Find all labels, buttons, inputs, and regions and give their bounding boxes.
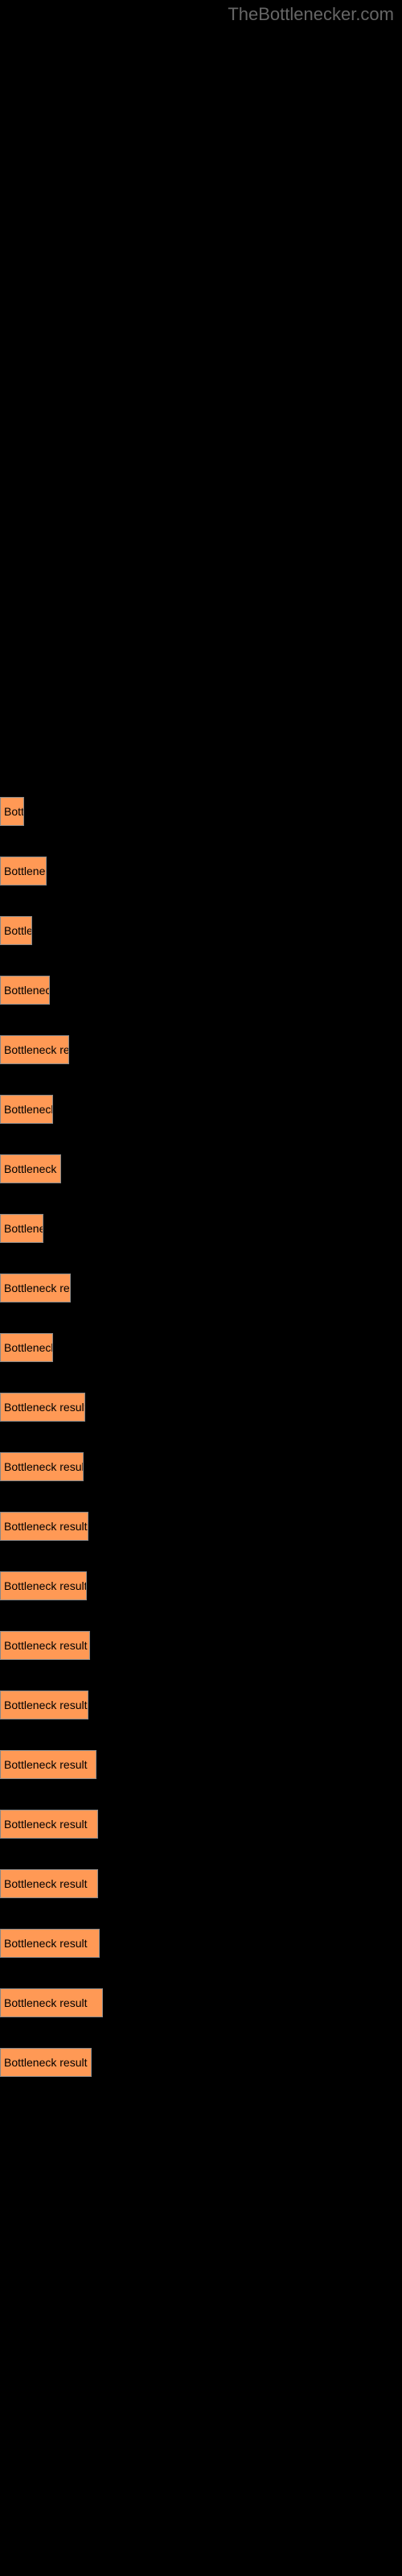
bar-row: Bottleneck result (0, 1690, 402, 1719)
bar-row: Bottleneck result (0, 1512, 402, 1541)
bar-row: Bottleneck result (0, 1869, 402, 1898)
bar: Bott (0, 797, 24, 826)
bar-row: Bottleneck result (0, 1929, 402, 1958)
bar: Bottleneck result (0, 1690, 88, 1719)
bar-row: Bottleneck result (0, 1452, 402, 1481)
bar: Bottleneck result (0, 1631, 90, 1660)
bar: Bottlenec (0, 857, 47, 886)
bar: Bottleneck result (0, 1393, 85, 1422)
bar-row: Bottleneck (0, 1333, 402, 1362)
bar-row: Bottleneck (0, 976, 402, 1005)
bars-container: Bott Bottlenec Bottle Bottleneck Bottleneck … (0, 797, 402, 2077)
bar: Bottleneck result (0, 1929, 100, 1958)
watermark: TheBottlenecker.com (228, 4, 394, 25)
bar-row: Bottleneck res (0, 1035, 402, 1064)
bar: Bottleneck result (0, 1512, 88, 1541)
bar: Bottleneck res (0, 1035, 69, 1064)
bar-row: Bottlenec (0, 857, 402, 886)
bar-row: Bottleneck result (0, 1750, 402, 1779)
bar-row: Bottlene (0, 1214, 402, 1243)
bar-row: Bottleneck result (0, 1571, 402, 1600)
bar-row: Bottleneck result (0, 1810, 402, 1839)
bar: Bottle (0, 916, 32, 945)
bar: Bottleneck res (0, 1274, 71, 1302)
bar: Bottleneck (0, 1333, 53, 1362)
bar: Bottlene (0, 1214, 43, 1243)
bar: Bottleneck (0, 976, 50, 1005)
bar-row: Bottle (0, 916, 402, 945)
bar-row: Bottleneck result (0, 2048, 402, 2077)
bar: Bottleneck r (0, 1154, 61, 1183)
bar: Bottleneck result (0, 1869, 98, 1898)
bar: Bottleneck result (0, 1571, 87, 1600)
bar: Bottleneck result (0, 1988, 103, 2017)
bar: Bottleneck result (0, 2048, 92, 2077)
bar: Bottleneck result (0, 1452, 84, 1481)
bar-row: Bott (0, 797, 402, 826)
bar-row: Bottleneck result (0, 1988, 402, 2017)
bar: Bottleneck (0, 1095, 53, 1124)
bar-row: Bottleneck result (0, 1393, 402, 1422)
bar-row: Bottleneck result (0, 1631, 402, 1660)
bar: Bottleneck result (0, 1810, 98, 1839)
bar-row: Bottleneck res (0, 1274, 402, 1302)
bar: Bottleneck result (0, 1750, 96, 1779)
top-spacer (0, 0, 402, 797)
bar-row: Bottleneck (0, 1095, 402, 1124)
bar-row: Bottleneck r (0, 1154, 402, 1183)
